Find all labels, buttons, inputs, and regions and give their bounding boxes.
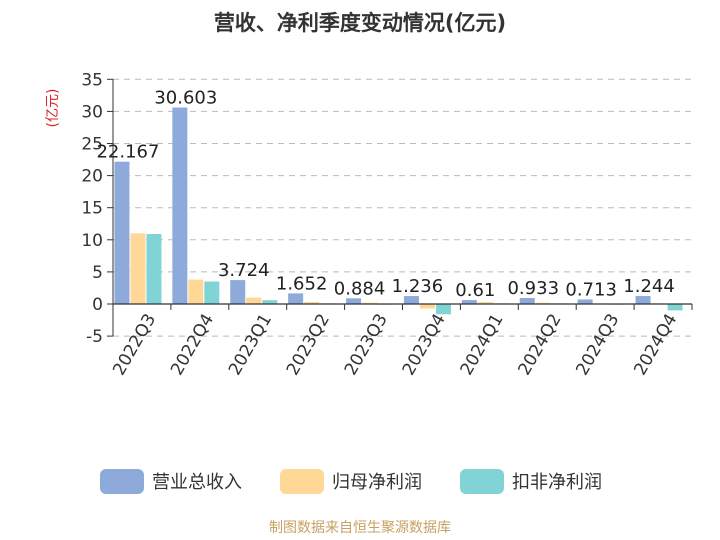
x-tick-label: 2024Q3 xyxy=(572,311,623,379)
x-tick-label: 2023Q1 xyxy=(225,311,276,379)
y-tick-label: 5 xyxy=(92,263,103,283)
bar-1-2023Q2 xyxy=(288,293,304,304)
x-tick-label: 2022Q4 xyxy=(167,311,218,379)
x-tick-label: 2024Q2 xyxy=(515,311,566,379)
bar-3-2022Q4 xyxy=(204,281,220,304)
data-label: 0.933 xyxy=(507,278,559,299)
data-labels: 22.167 30.603 3.724 1.652 0.884 1.236 0.61 0.93… xyxy=(96,88,674,302)
y-tick-label: 20 xyxy=(81,167,103,187)
bar-2-2023Q4 xyxy=(419,304,435,309)
data-label: 1.652 xyxy=(276,273,328,294)
x-tick-label: 2023Q3 xyxy=(341,311,392,379)
x-tick-label: 2023Q4 xyxy=(399,311,450,379)
data-label: 0.713 xyxy=(565,279,617,300)
y-axis-unit: (亿元) xyxy=(45,89,61,128)
data-source-note: 制图数据来自恒生聚源数据库 xyxy=(269,520,451,536)
bar-2-2024Q2 xyxy=(535,302,551,304)
bar-1-2023Q3 xyxy=(346,298,362,304)
bar-3-2023Q4 xyxy=(435,304,451,315)
data-label: 1.236 xyxy=(392,276,444,297)
y-tick-label: -5 xyxy=(86,327,103,347)
grid-lines xyxy=(113,78,692,337)
y-tick-label: 0 xyxy=(92,295,103,315)
y-tick-label: 30 xyxy=(81,102,103,122)
bar-2-2022Q3 xyxy=(130,233,146,304)
x-tick-label: 2024Q4 xyxy=(630,311,681,379)
x-tick-label: 2023Q2 xyxy=(283,311,334,379)
chart-title: 营收、净利季度变动情况(亿元) xyxy=(214,11,506,35)
bar-1-2024Q4 xyxy=(635,296,651,304)
y-tick-label: 10 xyxy=(81,231,103,251)
y-tick-label: 15 xyxy=(81,199,103,219)
legend-label: 营业总收入 xyxy=(152,472,242,493)
bar-2-2022Q4 xyxy=(188,279,204,304)
data-label: 0.884 xyxy=(334,278,386,299)
bar-3-2022Q3 xyxy=(146,234,162,304)
bar-3-2024Q4 xyxy=(667,304,683,311)
legend-swatch xyxy=(100,469,144,494)
bar-2-2023Q3 xyxy=(362,302,378,304)
bar-1-2024Q2 xyxy=(519,298,535,304)
data-label: 1.244 xyxy=(623,276,675,297)
legend-swatch xyxy=(460,469,504,494)
x-tick-label: 2022Q3 xyxy=(109,311,160,379)
bar-1-2023Q4 xyxy=(403,296,419,304)
legend-swatch xyxy=(280,469,324,494)
y-tick-label: 25 xyxy=(81,135,103,155)
y-tick-label: 35 xyxy=(81,70,103,90)
legend-label: 归母净利润 xyxy=(332,472,422,493)
y-axis-ticks: 35 30 25 20 15 10 5 0 -5 xyxy=(81,70,113,347)
bar-1-2024Q3 xyxy=(577,299,593,304)
bar-3-2023Q1 xyxy=(262,300,278,304)
bar-1-2024Q1 xyxy=(461,300,477,304)
data-label: 3.724 xyxy=(218,260,270,281)
bar-1-2023Q1 xyxy=(230,280,246,304)
x-tick-label: 2024Q1 xyxy=(457,310,508,378)
bar-1-2022Q4 xyxy=(172,107,188,304)
data-label: 0.61 xyxy=(455,280,495,301)
bar-2-2024Q1 xyxy=(477,302,493,304)
legend-label: 扣非净利润 xyxy=(512,472,602,493)
bar-2-2023Q2 xyxy=(304,302,320,304)
data-label: 30.603 xyxy=(154,88,217,109)
axes xyxy=(112,79,693,337)
bar-1-2022Q3 xyxy=(114,161,130,304)
legend: 营业总收入 归母净利润 扣非净利润 xyxy=(100,469,602,494)
x-axis-ticks: 2022Q3 2022Q4 2023Q1 2023Q2 2023Q3 2023Q4 2024… xyxy=(109,310,681,378)
bars xyxy=(114,107,683,315)
data-label: 22.167 xyxy=(96,142,159,163)
bar-2-2023Q1 xyxy=(246,297,262,304)
